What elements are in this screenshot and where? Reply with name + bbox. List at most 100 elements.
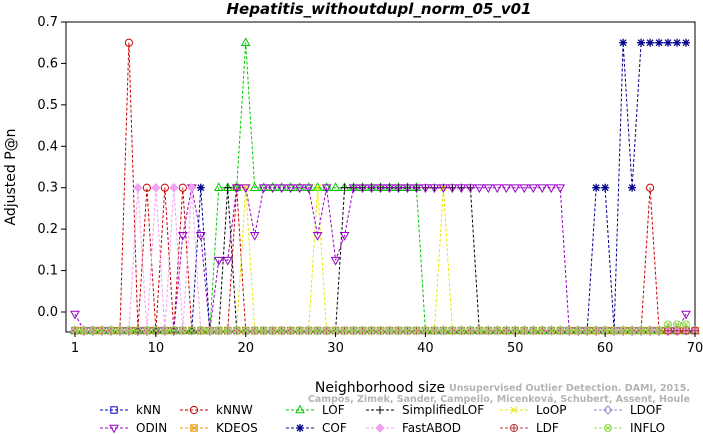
legend-entry-loop: LoOP [500, 403, 567, 417]
data-point [403, 326, 412, 335]
x-tick-label: 70 [687, 341, 703, 356]
data-point [267, 182, 278, 192]
legend-marker [603, 423, 613, 433]
data-point [259, 326, 268, 335]
data-point [258, 182, 269, 192]
data-point [213, 182, 224, 192]
data-point [133, 183, 143, 193]
data-point [70, 310, 80, 320]
series-line [75, 187, 695, 332]
data-point [376, 326, 385, 335]
legend-entry-lof: LOF [286, 403, 345, 417]
y-tick-label: 0.6 [37, 56, 58, 71]
data-point [223, 183, 232, 192]
data-point [314, 184, 322, 192]
legend-label: KDEOS [216, 421, 258, 434]
data-point [285, 182, 296, 192]
x-tick-label: 10 [148, 341, 165, 356]
data-point [628, 183, 637, 192]
data-point [160, 326, 169, 335]
watermark-line-1: Unsupervised Outlier Detection. DAMI, 20… [449, 383, 690, 394]
data-point [574, 326, 583, 335]
data-point [483, 184, 494, 194]
data-point [546, 184, 557, 194]
data-point [205, 326, 214, 335]
data-point [223, 326, 232, 335]
series-layer [70, 37, 700, 337]
data-point [142, 183, 151, 192]
data-point [672, 320, 682, 329]
legend-marker [510, 406, 518, 414]
data-point [295, 326, 304, 335]
data-point [484, 326, 493, 335]
legend: kNN kNNW LOF SimplifiedLOF LoOP LDOF ODIN KDEOS… [100, 403, 665, 434]
data-point [493, 326, 502, 335]
data-point [160, 183, 169, 192]
data-point [529, 326, 538, 335]
data-point [538, 326, 547, 335]
y-axis-label: Adjusted P@n [3, 128, 19, 225]
data-point [439, 326, 448, 335]
axes-layer: 0.0 0.1 0.2 0.3 0.4 0.5 0.6 0.7 1 10 20 30 40 50 60 70 [37, 15, 703, 356]
data-point [385, 326, 394, 335]
legend-entry-ldf: LDF [500, 421, 559, 434]
data-point [312, 232, 323, 241]
y-tick-label: 0.0 [37, 305, 58, 320]
data-point [394, 326, 403, 335]
data-point [258, 184, 269, 194]
chart-title: Hepatitis_withoutdupl_norm_05_v01 [227, 0, 532, 18]
x-tick-label: 20 [237, 341, 254, 356]
data-point [430, 326, 439, 335]
data-point [366, 184, 377, 194]
y-tick-label: 0.5 [37, 98, 58, 113]
data-point [465, 184, 476, 194]
data-point [636, 326, 646, 335]
data-point [294, 184, 305, 194]
data-point [115, 326, 125, 335]
legend-label: ODIN [136, 421, 167, 434]
legend-entry-knn: kNN [100, 403, 161, 417]
data-point [447, 184, 458, 194]
data-point [510, 184, 521, 194]
legend-marker [375, 423, 385, 433]
legend-marker [376, 406, 384, 414]
legend-marker [295, 404, 305, 414]
legend-entry-knnw: kNNW [180, 403, 253, 417]
data-point [628, 326, 637, 335]
data-point [520, 326, 529, 335]
legend-marker [509, 423, 519, 433]
legend-label: LDF [536, 421, 559, 434]
data-point [330, 256, 341, 266]
legend-entry-kdeos: KDEOS [180, 421, 258, 434]
data-point [537, 184, 548, 194]
data-point [294, 182, 305, 192]
legend-label: INFLO [630, 421, 665, 434]
data-point [196, 183, 205, 192]
data-point [249, 232, 260, 241]
data-point [276, 184, 287, 194]
data-point [250, 326, 259, 335]
data-point [178, 326, 187, 335]
legend-marker [190, 424, 198, 432]
watermark-line-2: Campos, Zimek, Sander, Campello, Micenko… [308, 394, 690, 405]
data-point [565, 326, 574, 335]
series-fastabod [70, 183, 700, 336]
data-point [619, 326, 628, 335]
data-point [393, 184, 404, 194]
data-point [682, 38, 691, 47]
data-point [232, 326, 241, 335]
data-point [475, 326, 484, 335]
data-point [196, 326, 205, 335]
data-point [214, 326, 223, 335]
data-point [420, 184, 431, 194]
data-point [646, 38, 655, 47]
data-point [268, 326, 277, 335]
data-point [340, 326, 349, 335]
data-point [267, 184, 278, 194]
data-point [601, 183, 610, 192]
data-point [610, 326, 619, 335]
data-point [106, 326, 116, 335]
data-point [277, 326, 286, 335]
series-line [75, 187, 695, 332]
